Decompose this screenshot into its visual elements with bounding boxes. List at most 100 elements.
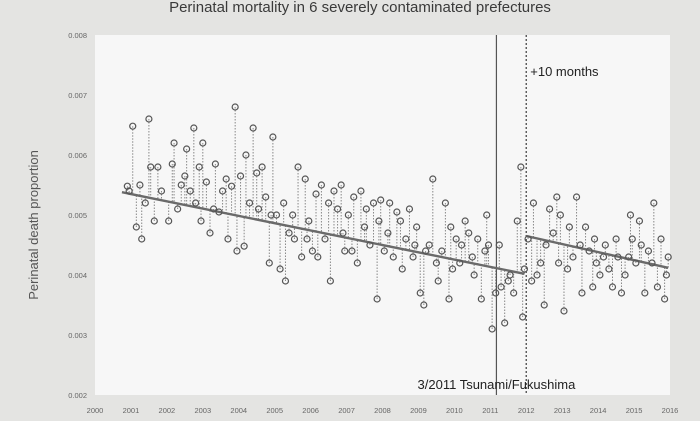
data-point xyxy=(170,139,178,147)
x-tick-label: 2004 xyxy=(230,406,247,415)
data-point xyxy=(195,163,203,171)
data-point xyxy=(377,196,385,204)
data-point xyxy=(621,271,629,279)
trend-line-before xyxy=(121,191,525,275)
x-tick-label: 2000 xyxy=(87,406,104,415)
x-tick-label: 2006 xyxy=(302,406,319,415)
data-point xyxy=(393,208,401,216)
plus-10-months-label: +10 months xyxy=(530,64,599,79)
data-point xyxy=(330,187,338,195)
data-point xyxy=(339,229,347,237)
data-point xyxy=(625,253,633,261)
y-tick-label: 0.006 xyxy=(68,151,87,160)
y-tick-label: 0.005 xyxy=(68,211,87,220)
data-point xyxy=(549,229,557,237)
data-point xyxy=(599,253,608,261)
data-point xyxy=(592,259,600,267)
data-point xyxy=(317,181,326,189)
data-point xyxy=(648,259,656,267)
data-point xyxy=(533,271,541,279)
data-point xyxy=(556,211,564,219)
data-point xyxy=(445,295,453,303)
data-point xyxy=(441,199,449,207)
data-point xyxy=(517,163,525,171)
x-tick-label: 2013 xyxy=(554,406,571,415)
data-point xyxy=(416,289,424,297)
data-point xyxy=(513,217,521,225)
data-point xyxy=(280,199,288,207)
data-point xyxy=(653,283,662,291)
data-point xyxy=(348,247,356,255)
data-point xyxy=(303,235,311,243)
x-tick-label: 2014 xyxy=(590,406,607,415)
data-point xyxy=(506,271,514,279)
data-point xyxy=(540,301,548,309)
data-point xyxy=(386,199,394,207)
x-tick-label: 2016 xyxy=(662,406,679,415)
data-point xyxy=(612,235,620,243)
data-point xyxy=(554,259,563,267)
data-point xyxy=(253,169,261,177)
data-point xyxy=(644,247,653,255)
y-tick-label: 0.002 xyxy=(68,391,87,400)
data-point xyxy=(272,211,281,219)
data-point xyxy=(174,205,182,213)
data-point xyxy=(344,211,352,219)
data-points xyxy=(123,103,672,333)
data-point xyxy=(605,265,613,273)
data-point xyxy=(601,241,609,249)
data-point xyxy=(501,319,509,327)
trend-line-after xyxy=(525,234,669,269)
data-point xyxy=(468,253,476,261)
data-point xyxy=(537,259,545,267)
data-point xyxy=(617,289,626,297)
event-lines xyxy=(495,35,527,395)
data-point xyxy=(202,178,211,186)
y-tick-label: 0.007 xyxy=(68,91,87,100)
data-point xyxy=(581,223,590,231)
plot-area xyxy=(95,35,670,395)
data-point xyxy=(661,295,669,303)
data-point xyxy=(233,247,241,255)
data-point xyxy=(314,253,322,261)
data-point xyxy=(290,235,299,243)
data-point xyxy=(289,211,297,219)
data-point xyxy=(218,187,227,195)
data-point xyxy=(285,229,293,237)
data-point xyxy=(396,217,405,225)
data-point xyxy=(129,122,137,130)
data-point xyxy=(438,247,446,255)
data-point xyxy=(578,289,586,297)
data-point xyxy=(136,181,144,189)
data-point xyxy=(461,217,469,225)
x-tick-label: 2007 xyxy=(338,406,355,415)
data-point xyxy=(298,253,306,261)
x-tick-label: 2003 xyxy=(194,406,211,415)
data-point xyxy=(369,199,378,207)
data-point xyxy=(546,205,554,213)
data-point xyxy=(168,160,176,168)
data-point xyxy=(664,253,672,261)
data-point xyxy=(301,175,309,183)
data-point xyxy=(242,151,250,159)
data-point xyxy=(425,241,433,249)
x-tick-label: 2005 xyxy=(266,406,283,415)
x-tick-label: 2015 xyxy=(626,406,643,415)
data-point xyxy=(183,145,191,153)
data-point xyxy=(366,241,374,249)
data-point xyxy=(413,223,421,231)
data-point xyxy=(520,265,529,273)
data-point xyxy=(192,199,200,207)
data-point xyxy=(222,175,230,183)
data-point xyxy=(276,265,284,273)
data-point xyxy=(470,271,478,279)
data-point xyxy=(245,199,254,207)
y-axis-label: Perinatal death proportion xyxy=(26,150,41,300)
x-tick-label: 2010 xyxy=(446,406,463,415)
data-point xyxy=(380,247,388,255)
data-point xyxy=(125,187,133,195)
data-point xyxy=(585,247,593,255)
data-point xyxy=(452,235,460,243)
data-point xyxy=(269,133,277,141)
data-point xyxy=(265,259,273,267)
